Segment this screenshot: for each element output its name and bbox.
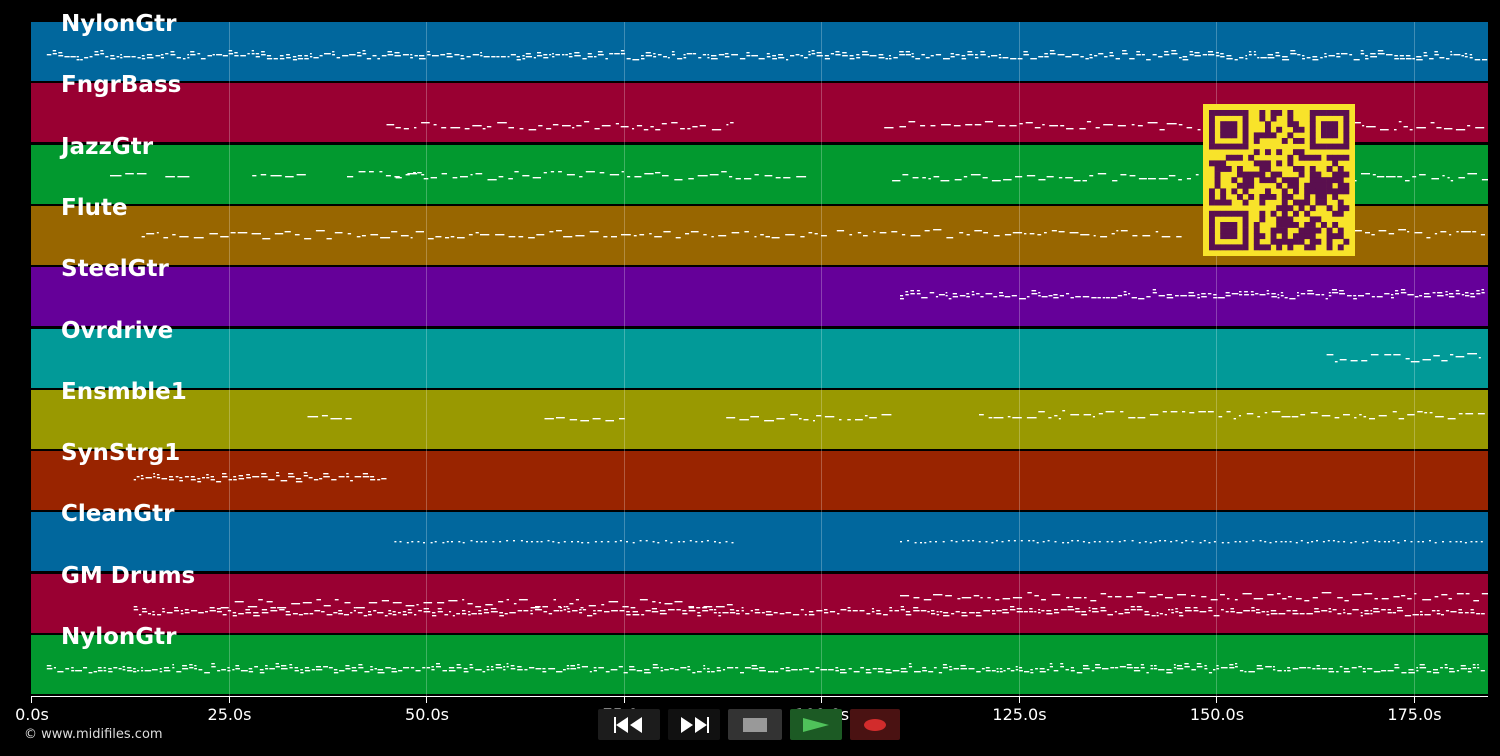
track-label: JazzGtr (61, 133, 154, 160)
tick-mark (1216, 696, 1217, 703)
track-8[interactable]: SynStrg1 (31, 440, 1488, 511)
track-11[interactable]: NylonGtr (31, 624, 1488, 694)
track-notes (307, 409, 1485, 422)
rewind-icon (614, 716, 642, 733)
record-button[interactable] (850, 709, 900, 740)
record-icon (864, 718, 886, 731)
track-label: GM Drums (61, 562, 196, 589)
track-notes (133, 472, 387, 483)
track-10[interactable]: GM Drums (31, 563, 1488, 633)
track-5[interactable]: SteelGtr (31, 256, 1488, 327)
track-notes (394, 540, 1483, 544)
track-label: Flute (61, 194, 128, 221)
track-notes (133, 591, 1488, 617)
track-label: NylonGtr (61, 11, 177, 37)
tick-mark (1018, 696, 1020, 703)
stop-button[interactable] (728, 709, 782, 740)
track-label: SynStrg1 (61, 440, 181, 467)
tick-mark (821, 696, 822, 703)
track-label: FngrBass (61, 72, 182, 99)
tick-label: 125.0s (992, 705, 1047, 724)
track-9[interactable]: CleanGtr (31, 501, 1488, 572)
track-notes (141, 228, 1485, 240)
track-6[interactable]: Ovrdrive (31, 318, 1488, 388)
track-notes (46, 663, 1485, 674)
tick-label: 150.0s (1189, 705, 1245, 724)
track-notes (900, 289, 1485, 300)
tick-label: 175.0s (1387, 705, 1442, 724)
tick-mark (31, 696, 32, 703)
track-label: SteelGtr (61, 256, 169, 283)
fast-forward-button[interactable] (668, 709, 720, 740)
tick-label: 25.0s (207, 705, 252, 724)
track-label: CleanGtr (61, 501, 175, 528)
rewind-button[interactable] (598, 709, 660, 740)
track-notes (46, 50, 1488, 61)
track-label: NylonGtr (61, 624, 177, 650)
tick-mark (228, 696, 230, 703)
track-label: Ensmble1 (61, 378, 187, 405)
tick-mark (1413, 696, 1415, 703)
fast-forward-icon (681, 716, 709, 733)
play-icon (803, 717, 829, 732)
track-7[interactable]: Ensmble1 (31, 379, 1488, 449)
tick-label: 0.0s (15, 705, 49, 724)
tick-label: 50.0s (405, 705, 449, 724)
qr-code-icon[interactable] (1203, 104, 1355, 256)
track-label: Ovrdrive (61, 317, 174, 344)
transport-controls (598, 709, 902, 741)
time-axis-line (31, 696, 1488, 697)
play-button[interactable] (790, 709, 842, 740)
track-notes (1326, 352, 1481, 362)
stop-icon (743, 717, 767, 732)
track-notes (386, 121, 1485, 131)
tick-mark (623, 696, 625, 703)
tick-mark (426, 696, 427, 703)
track-1[interactable]: NylonGtr (31, 11, 1488, 81)
copyright-text: © www.midifiles.com (24, 727, 163, 742)
